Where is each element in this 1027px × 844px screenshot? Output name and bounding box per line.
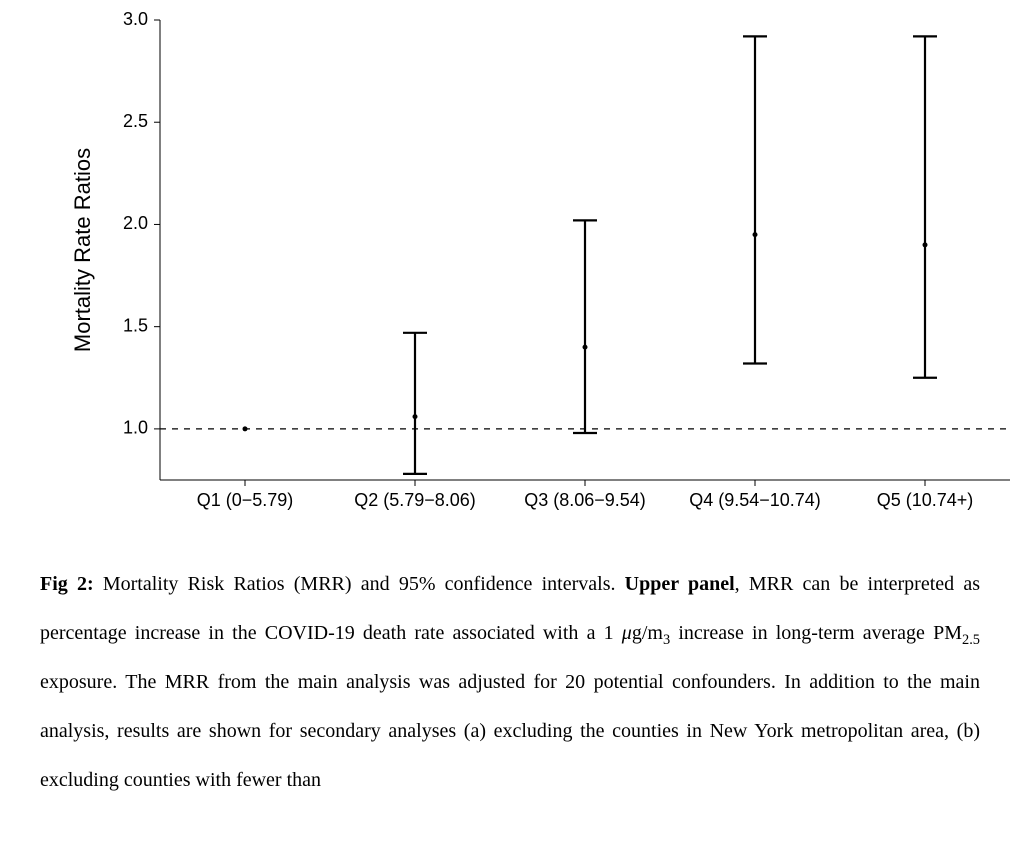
y-tick-label: 2.0 [123, 213, 148, 233]
point-marker [753, 232, 758, 237]
point-marker [923, 242, 928, 247]
point-marker [583, 345, 588, 350]
x-tick-label: Q2 (5.79−8.06) [354, 490, 476, 510]
error-bar [243, 426, 248, 431]
caption-text-1: Mortality Risk Ratios (MRR) and 95% conf… [94, 573, 625, 595]
caption-unit-gm: g/m [632, 622, 663, 644]
point-marker [243, 426, 248, 431]
chart-container: 1.0 1.5 2.0 2.5 3.0 Q1 (0−5.79) Q2 (5.79−8.06)… [40, 0, 1020, 535]
chart-bg [40, 0, 1020, 530]
x-tick-label: Q1 (0−5.79) [197, 490, 294, 510]
caption-pm-sub: 2.5 [962, 632, 980, 648]
y-axis-label: Mortality Rate Ratios [70, 148, 95, 352]
y-tick-label: 1.0 [123, 418, 148, 438]
errorbar-chart: 1.0 1.5 2.0 2.5 3.0 Q1 (0−5.79) Q2 (5.79−8.06)… [40, 0, 1020, 530]
caption-fig-label: Fig 2: [40, 573, 94, 595]
y-tick-label: 1.5 [123, 315, 148, 335]
x-tick-label: Q5 (10.74+) [877, 490, 974, 510]
caption-unit-mu: μ [622, 622, 632, 644]
point-marker [413, 414, 418, 419]
y-tick-label: 2.5 [123, 111, 148, 131]
y-tick-label: 3.0 [123, 9, 148, 29]
caption-text-3: increase in long-term average PM [670, 622, 962, 644]
caption-text-4: exposure. The MRR from the main analysis… [40, 671, 980, 791]
x-tick-label: Q3 (8.06−9.54) [524, 490, 646, 510]
x-tick-label: Q4 (9.54−10.74) [689, 490, 821, 510]
caption-upper-panel: Upper panel [625, 573, 735, 595]
figure-caption: Fig 2: Mortality Risk Ratios (MRR) and 9… [40, 560, 980, 805]
